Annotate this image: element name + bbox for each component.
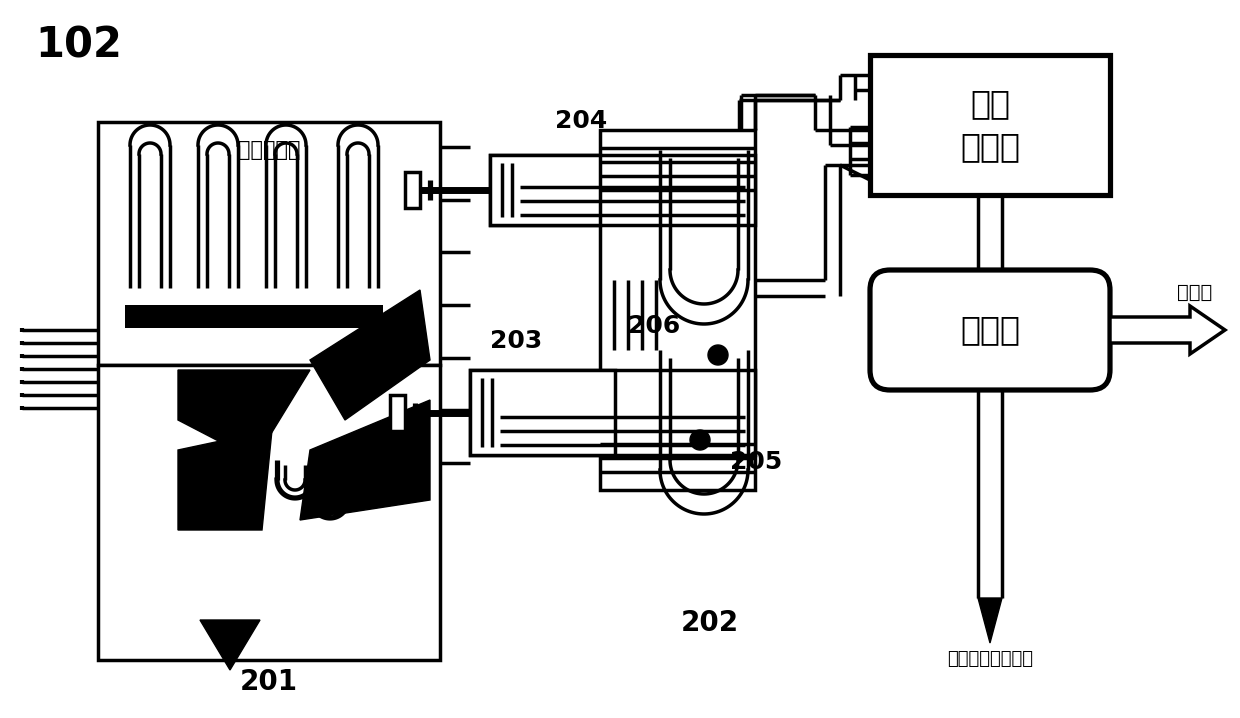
Polygon shape: [300, 400, 430, 520]
Polygon shape: [179, 370, 310, 460]
Text: 202: 202: [681, 609, 739, 637]
Text: 205: 205: [730, 450, 782, 474]
Text: 203: 203: [490, 329, 542, 353]
Text: 混合
阻尼器: 混合 阻尼器: [960, 87, 1021, 163]
Text: 204: 204: [556, 109, 608, 133]
Circle shape: [708, 345, 728, 365]
Bar: [470, 370, 755, 455]
Polygon shape: [978, 598, 1002, 643]
Bar: [870, 55, 1110, 195]
Bar: [98, 365, 440, 660]
Bar: [391, 394, 405, 431]
Bar: [193, 305, 243, 328]
Polygon shape: [200, 620, 260, 670]
Bar: [470, 370, 615, 455]
Polygon shape: [179, 430, 272, 530]
Bar: [334, 305, 383, 328]
Text: 102: 102: [35, 25, 122, 67]
FancyBboxPatch shape: [870, 270, 1110, 390]
Bar: [125, 305, 175, 328]
Bar: [98, 122, 440, 365]
Bar: [405, 172, 420, 208]
Bar: [600, 130, 755, 490]
Polygon shape: [310, 290, 430, 420]
Text: 至废液: 至废液: [1177, 283, 1213, 302]
Bar: [490, 155, 755, 225]
Bar: [490, 155, 600, 225]
Polygon shape: [1110, 306, 1225, 354]
Text: 放空阀: 放空阀: [960, 314, 1021, 347]
Circle shape: [689, 430, 711, 450]
Text: 真空脱气腔: 真空脱气腔: [238, 140, 300, 160]
Bar: [125, 305, 383, 328]
Bar: [260, 305, 311, 328]
Text: 201: 201: [241, 668, 298, 696]
Text: 至进样器及色谱柱: 至进样器及色谱柱: [947, 650, 1033, 668]
Text: 206: 206: [627, 314, 680, 338]
